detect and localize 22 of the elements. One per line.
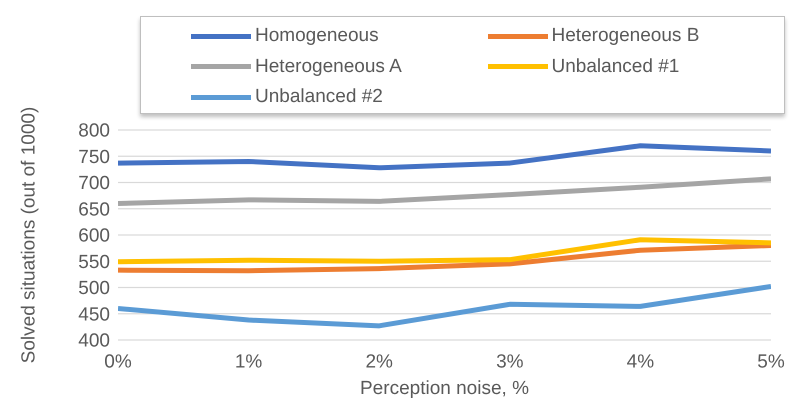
x-tick-label: 1% [234, 351, 262, 372]
y-tick-label: 500 [78, 278, 110, 300]
legend-label: Unbalanced #1 [552, 56, 680, 78]
y-tick-label: 600 [78, 226, 110, 247]
legend-label: Heterogeneous A [255, 56, 402, 78]
y-tick-label: 400 [78, 330, 110, 352]
y-tick-label: 650 [78, 199, 110, 220]
y-tick-label: 450 [78, 304, 110, 326]
y-axis-title: Solved situations (out of 1000) [18, 106, 40, 364]
x-tick-label: 3% [496, 351, 524, 372]
x-tick-label: 0% [104, 351, 132, 372]
x-axis-title: Perception noise, % [360, 378, 530, 399]
x-tick-label: 4% [626, 351, 654, 372]
legend-label: Heterogeneous B [552, 25, 700, 47]
y-tick-label: 700 [78, 173, 110, 194]
y-tick-label: 750 [78, 146, 110, 168]
x-tick-label: 5% [757, 351, 785, 372]
y-tick-label: 550 [78, 252, 110, 273]
y-tick-label: 800 [78, 120, 110, 142]
x-tick-label: 2% [365, 351, 394, 372]
legend-label: Unbalanced #2 [255, 86, 383, 108]
legend-label: Homogeneous [255, 25, 379, 47]
